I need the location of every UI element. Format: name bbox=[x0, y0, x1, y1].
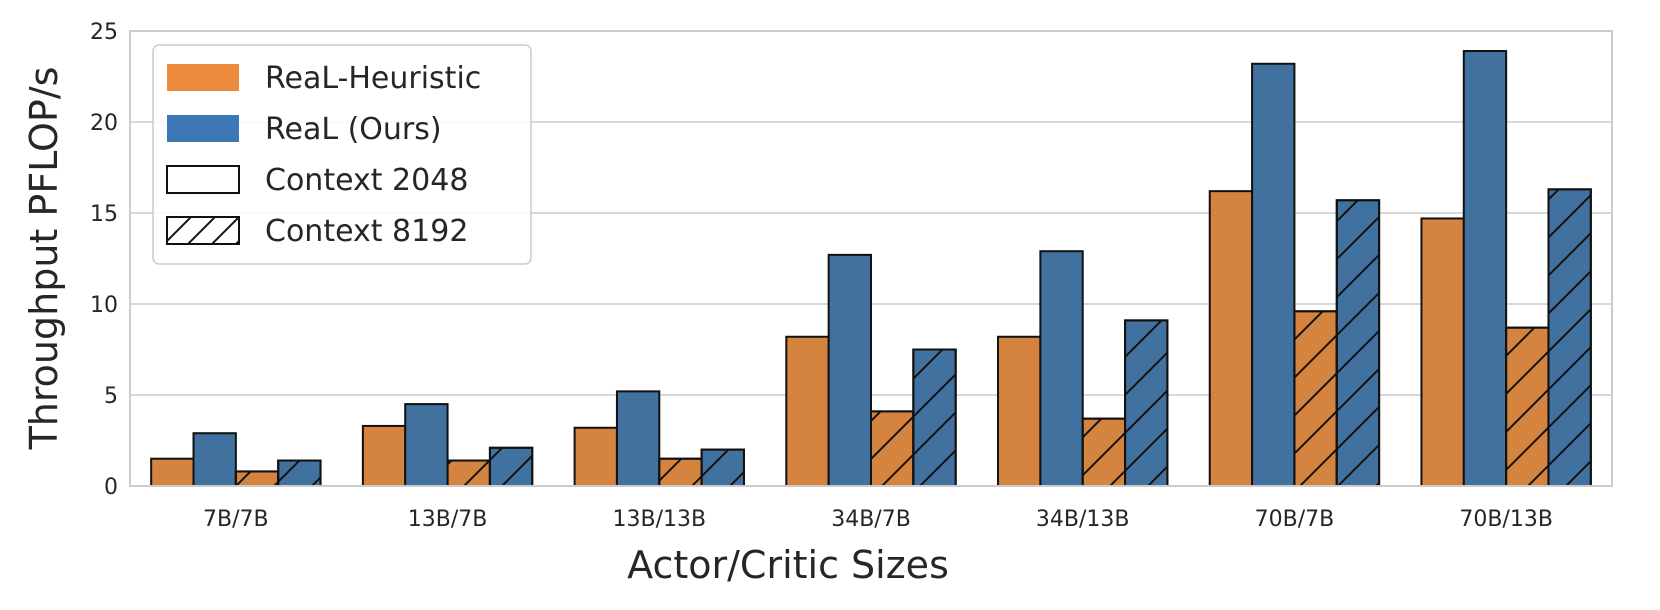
bar-real-ours-2048 bbox=[1251, 62, 1296, 487]
bar-real-ours-2048 bbox=[1462, 50, 1508, 488]
legend-label-real-heuristic: ReaL-Heuristic bbox=[265, 61, 481, 96]
bar-real-heuristic-2048 bbox=[573, 426, 618, 488]
bar-real-heuristic-2048 bbox=[150, 457, 195, 488]
y-tick-label: 25 bbox=[90, 20, 118, 45]
bar-hatch-real-heuristic-8192 bbox=[1081, 417, 1127, 487]
x-tick-label: 34B/13B bbox=[1036, 507, 1130, 532]
bar-hatch-real-heuristic-8192 bbox=[234, 470, 280, 488]
legend-swatch-real-ours bbox=[167, 115, 239, 142]
y-tick-label: 0 bbox=[104, 475, 118, 500]
x-tick-label: 13B/13B bbox=[612, 507, 706, 532]
bar-real-heuristic-2048 bbox=[1420, 217, 1465, 488]
bar-real-ours-2048 bbox=[404, 403, 449, 488]
bar-real-heuristic-2048 bbox=[1208, 190, 1254, 487]
legend: ReaL-Heuristic ReaL (Ours) Context 2048 … bbox=[152, 44, 532, 265]
bar-hatch-real-ours-8192 bbox=[488, 446, 534, 487]
x-tick-label: 70B/7B bbox=[1255, 507, 1335, 532]
legend-box bbox=[152, 44, 532, 265]
legend-swatch-context-8192 bbox=[166, 216, 240, 245]
x-tick-label: 70B/13B bbox=[1459, 507, 1553, 532]
y-tick-label: 15 bbox=[90, 202, 118, 227]
bar-real-heuristic-2048 bbox=[785, 335, 830, 488]
bar-real-heuristic-2048 bbox=[361, 424, 407, 488]
x-tick-label: 13B/7B bbox=[408, 507, 488, 532]
plot-frame bbox=[129, 30, 1613, 487]
bar-real-ours-2048 bbox=[615, 390, 661, 487]
y-tick-label: 5 bbox=[104, 384, 118, 409]
legend-label-context-8192: Context 8192 bbox=[265, 214, 468, 249]
y-tick-label: 20 bbox=[90, 111, 118, 136]
bar-hatch-real-ours-8192 bbox=[700, 448, 745, 488]
y-tick-labels: 0 5 10 15 20 25 bbox=[90, 20, 118, 500]
bar-hatch-real-heuristic-8192 bbox=[870, 410, 915, 488]
x-axis-label: Actor/Critic Sizes bbox=[627, 543, 949, 587]
bar-hatch-real-heuristic-8192 bbox=[446, 459, 491, 487]
bar-hatch-real-heuristic-8192 bbox=[658, 457, 703, 488]
bar-hatch-real-heuristic-8192 bbox=[1505, 326, 1550, 487]
bar-hatch-real-ours-8192 bbox=[912, 348, 957, 487]
bar-hatch-real-ours-8192 bbox=[277, 459, 322, 487]
bar-real-ours-2048 bbox=[827, 253, 873, 487]
y-axis-label: Throughput PFLOP/s bbox=[22, 67, 66, 451]
bar-hatch-real-ours-8192 bbox=[1335, 199, 1381, 487]
legend-label-context-2048: Context 2048 bbox=[265, 163, 468, 198]
legend-label-real-ours: ReaL (Ours) bbox=[265, 112, 442, 147]
x-tick-label: 34B/7B bbox=[831, 507, 911, 532]
bar-real-ours-2048 bbox=[192, 432, 237, 487]
bar-real-ours-2048 bbox=[1039, 250, 1084, 487]
bar-hatch-real-ours-8192 bbox=[1547, 188, 1592, 487]
x-tick-labels: 7B/7B 13B/7B 13B/13B 34B/7B 34B/13B 70B/7B 70B… bbox=[203, 507, 1553, 532]
bar-hatch-real-ours-8192 bbox=[1124, 319, 1169, 487]
bar-hatch-real-heuristic-8192 bbox=[1293, 310, 1338, 487]
bars-group bbox=[150, 50, 1592, 488]
legend-swatch-real-heuristic bbox=[167, 64, 239, 91]
legend-swatch-context-2048 bbox=[166, 165, 240, 194]
bar-real-heuristic-2048 bbox=[997, 335, 1042, 488]
y-tick-label: 10 bbox=[90, 293, 118, 318]
x-tick-label: 7B/7B bbox=[203, 507, 269, 532]
